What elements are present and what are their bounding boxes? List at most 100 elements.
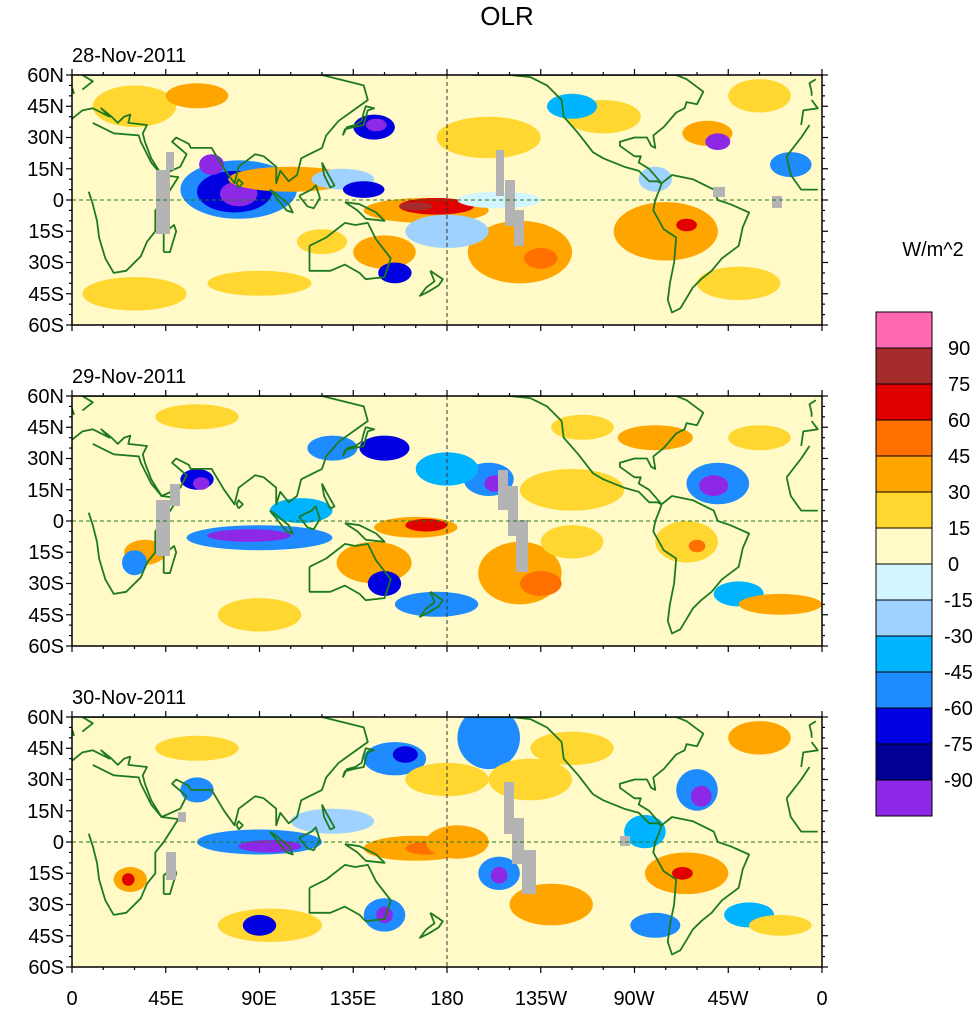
colorbar: W/m^2 90 75 60 45 30 15 0 -15 -30 -45 -6… [875, 239, 973, 817]
lat-label: 30N [27, 769, 64, 791]
lat-label: 30N [27, 448, 64, 470]
lat-label: 45N [27, 417, 64, 439]
colorbar-swatch [875, 311, 933, 349]
lat-label: 15S [28, 221, 64, 243]
map-panel-3: 30-Nov-2011 60N 45N 30N 15N 0 15S 30S 45… [27, 687, 828, 1010]
colorbar-swatch [875, 383, 933, 421]
australia-outline [308, 864, 392, 923]
lat-label: 0 [53, 511, 64, 533]
north-america-outline [472, 717, 705, 827]
colorbar-labels: 90 75 60 45 30 15 0 -15 -30 -45 -60 -75 … [944, 338, 973, 792]
colorbar-label: -75 [944, 734, 973, 756]
olr-anomaly-blob [82, 277, 187, 311]
olr-anomaly-blob [699, 475, 729, 496]
olr-anomaly-blob [672, 867, 693, 880]
eurasia-outline [72, 396, 369, 506]
eurasia-outline [800, 420, 819, 447]
colorbar-label: 15 [948, 518, 970, 540]
olr-anomaly-blob [540, 525, 604, 559]
lat-label: 45S [28, 926, 64, 948]
colorbar-label: 45 [948, 446, 970, 468]
africa-outline [87, 443, 180, 595]
lon-label: 45E [148, 988, 184, 1010]
colorbar-label: -90 [944, 770, 973, 792]
colorbar-label: -15 [944, 590, 973, 612]
africa-outline [785, 766, 811, 799]
olr-anomaly-blob [697, 266, 781, 300]
colorbar-swatch [875, 347, 933, 385]
missing-data-1 [156, 150, 782, 246]
lat-label: 15S [28, 542, 64, 564]
olr-anomaly-blob [655, 521, 718, 563]
olr-anomaly-blob [297, 229, 347, 255]
colorbar-swatch [875, 527, 933, 565]
lat-labels-1: 60N 45N 30N 15N 0 15S 30S 45S 60S [27, 65, 64, 337]
missing-data-3 [166, 782, 630, 894]
olr-anomaly-blob [630, 912, 681, 938]
lat-label: 60N [27, 386, 64, 408]
madagascar-outline [162, 224, 178, 254]
borneo-outline [298, 505, 321, 531]
colorbar-swatch [875, 455, 933, 493]
colorbar-swatch [875, 599, 933, 637]
olr-anomaly-blob [342, 181, 385, 198]
colorbar-swatch [875, 743, 933, 781]
greenland-outline [726, 717, 731, 718]
colorbar-swatch [875, 419, 933, 457]
olr-anomaly-blob [519, 469, 625, 511]
colorbar-swatch [875, 635, 933, 673]
africa-outline [87, 122, 180, 274]
philippines-outline [321, 483, 336, 510]
borneo-outline [298, 826, 321, 852]
lat-label: 45S [28, 284, 64, 306]
olr-anomaly-blob [405, 518, 448, 532]
eurasia-outline [800, 741, 819, 768]
olr-anomaly-blob [155, 404, 239, 430]
africa-outline [785, 798, 818, 833]
lat-label: 45N [27, 738, 64, 760]
lon-label: 135E [330, 988, 377, 1010]
lat-label: 0 [53, 190, 64, 212]
olr-anomaly-blob [638, 166, 672, 192]
japan-outline [341, 426, 376, 457]
lat-label: 60S [28, 957, 64, 979]
olr-anomaly-blob [728, 425, 791, 451]
colorbar-label: 60 [948, 410, 970, 432]
olr-anomaly-blob [688, 539, 706, 553]
new-zealand-outline [418, 591, 444, 618]
olr-anomaly-blob [551, 414, 614, 440]
lat-label: 60N [27, 707, 64, 729]
olr-anomaly-blob [367, 571, 402, 596]
philippines-outline [321, 804, 336, 831]
madagascar-outline [162, 545, 178, 574]
olr-anomaly-blob [488, 758, 572, 801]
colorbar-swatch [875, 491, 933, 529]
continent-outlines-3 [72, 717, 819, 956]
olr-anomaly-blob [617, 425, 693, 451]
olr-anomaly-blob [155, 735, 239, 761]
uk-outline [808, 720, 817, 738]
figure-title: OLR [480, 1, 533, 31]
olr-anomaly-blob [547, 93, 597, 119]
olr-anomaly-blob [490, 867, 508, 884]
lat-label: 15N [27, 801, 64, 823]
greenland-outline [726, 75, 731, 76]
lat-labels-2: 60N 45N 30N 15N 0 15S 30S 45S 60S [27, 386, 64, 658]
colorbar-units: W/m^2 [902, 239, 964, 261]
eurasia-outline [72, 75, 369, 185]
lon-label: 0 [816, 988, 827, 1010]
japan-outline [341, 105, 376, 136]
new-zealand-outline [418, 912, 444, 939]
map-panel-1: 28-Nov-2011 60N 45N 30N 15N 0 15S 30S 4 [27, 45, 828, 337]
lon-labels: 0 45E 90E 135E 180 135W 90W 45W 0 [66, 988, 827, 1010]
olr-anomaly-blob [509, 883, 593, 926]
olr-anomaly-blob [770, 152, 812, 178]
colorbar-label: -60 [944, 698, 973, 720]
colorbar-label: -45 [944, 662, 973, 684]
olr-anomaly-blob [524, 247, 558, 269]
lat-label: 15N [27, 159, 64, 181]
colorbar-swatch [875, 671, 933, 709]
sri-lanka-outline [235, 820, 244, 831]
lat-label: 60S [28, 636, 64, 658]
